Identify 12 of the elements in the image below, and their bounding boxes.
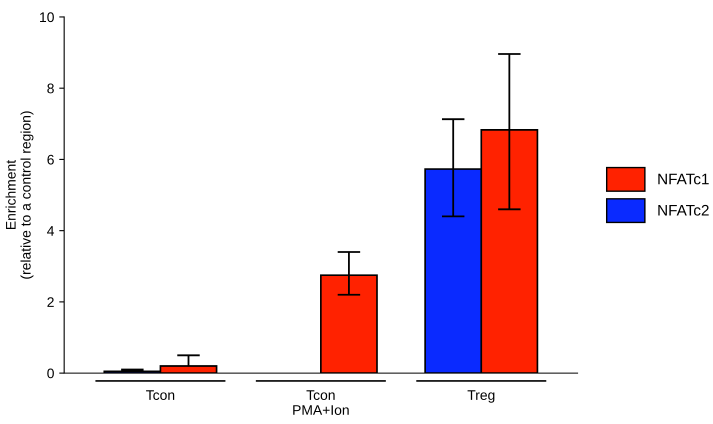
- x-tick-label: Treg: [468, 390, 494, 403]
- y-tick-label: 0: [47, 368, 54, 378]
- y-tick-label: 6: [47, 154, 54, 165]
- y-tick-label: 2: [47, 297, 54, 307]
- legend-label: NFATc1: [658, 174, 709, 184]
- x-tick-label: Tcon PMA+Ion: [293, 390, 349, 415]
- y-axis-title: Enrichment (relative to a control region): [6, 111, 34, 279]
- y-tick-label: 8: [47, 84, 54, 94]
- y-tick-label: 10: [40, 12, 54, 22]
- x-tick-label: Tcon: [146, 390, 174, 400]
- legend-label: NFATc2: [658, 204, 709, 216]
- y-tick-label: 4: [47, 226, 54, 236]
